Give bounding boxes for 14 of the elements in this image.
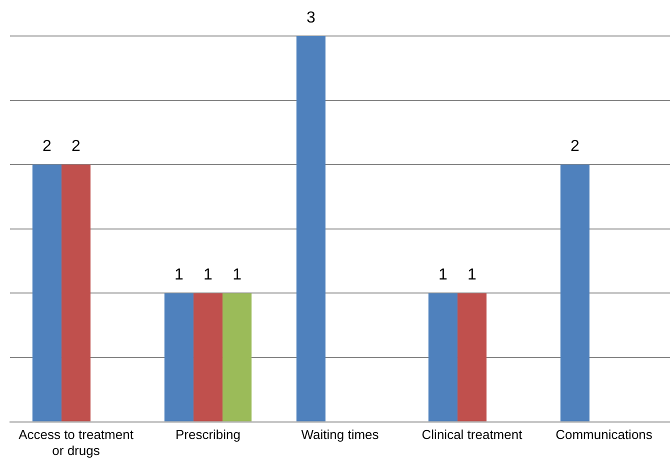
data-label: 3 [306,9,316,26]
x-tick-label: Access to treatment or drugs [18,427,134,458]
x-tick-label: Prescribing [175,427,241,442]
x-tick-label: Clinical treatment [422,427,523,442]
x-tick-label: Communications [556,427,653,442]
data-label: 1 [468,266,477,284]
data-label: 2 [42,138,52,156]
data-label: 2 [72,138,81,156]
data-label: 2 [570,138,580,156]
data-label: 1 [174,266,184,284]
data-label: 1 [232,266,242,284]
data-label: 1 [438,266,448,284]
x-tick-label: Waiting times [301,427,380,442]
data-label: 1 [204,266,213,284]
